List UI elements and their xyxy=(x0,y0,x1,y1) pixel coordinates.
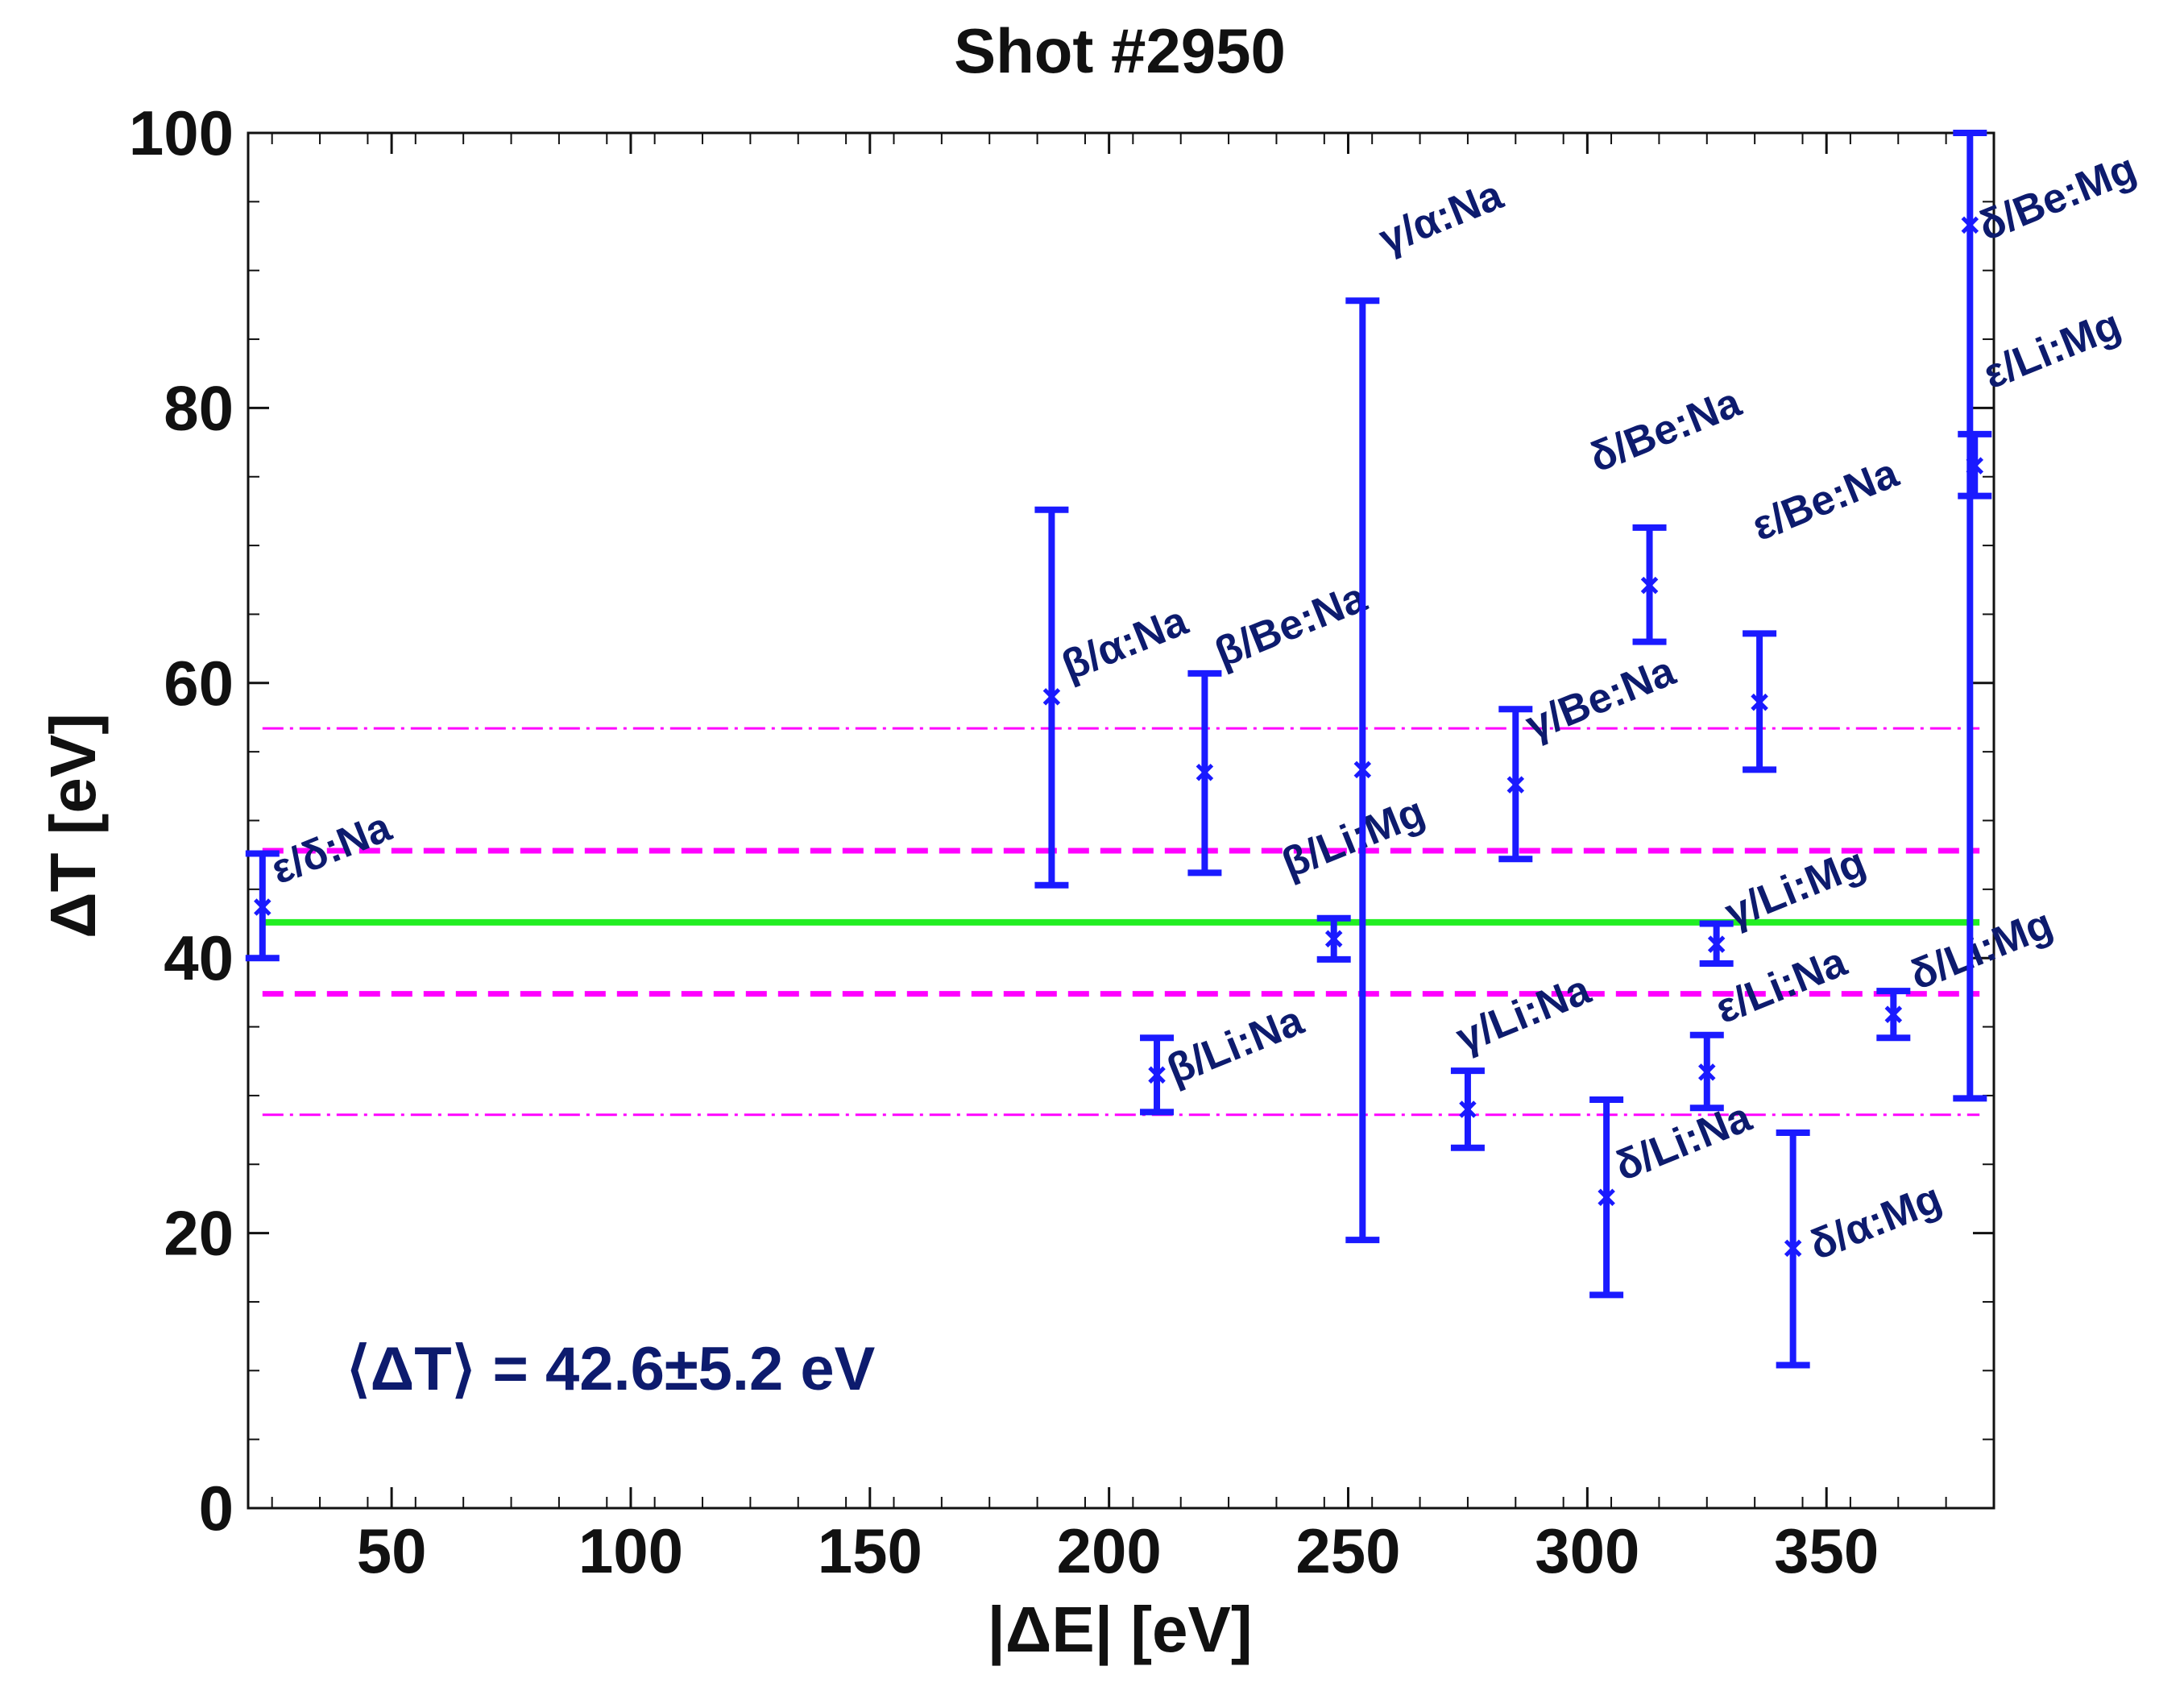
point-label: δ/Be:Na xyxy=(1583,379,1748,482)
data-point xyxy=(1353,761,1372,779)
data-point xyxy=(1961,216,1979,234)
data-point xyxy=(1196,763,1214,781)
data-point xyxy=(1966,457,1984,475)
data-point xyxy=(1707,935,1726,953)
data-point xyxy=(1506,776,1525,794)
data-point xyxy=(254,898,271,916)
y-axis-title: ΔT [eV] xyxy=(37,713,109,939)
y-tick-label: 20 xyxy=(164,1198,234,1269)
x-tick-label: 350 xyxy=(1774,1515,1879,1586)
y-tick-label: 60 xyxy=(164,648,234,719)
point-label: ε/δ:Na xyxy=(265,803,399,893)
point-label: δ/Be:Mg xyxy=(1972,145,2143,251)
data-point xyxy=(1784,1239,1802,1258)
mean-annotation: ⟨ΔT⟩ = 42.6±5.2 eV xyxy=(346,1335,876,1403)
point-label: δ/Li:Mg xyxy=(1904,900,2059,999)
y-tick-label: 100 xyxy=(129,97,234,168)
data-point xyxy=(1042,688,1061,706)
point-label: ε/Li:Mg xyxy=(1977,301,2128,398)
point-label: δ/α:Mg xyxy=(1803,1175,1948,1270)
x-tick-label: 150 xyxy=(818,1515,922,1586)
y-tick-label: 0 xyxy=(199,1473,234,1544)
point-label: β/Li:Na xyxy=(1161,997,1311,1093)
data-point xyxy=(1751,693,1768,711)
data-point xyxy=(1698,1063,1716,1081)
data-point xyxy=(1884,1005,1903,1023)
point-label: ε/Li:Na xyxy=(1709,938,1855,1033)
point-label: γ/α:Na xyxy=(1373,172,1510,263)
data-point xyxy=(1598,1188,1615,1206)
point-label: β/Li:Mg xyxy=(1275,788,1431,887)
y-tick-label: 40 xyxy=(164,922,234,993)
x-axis-title: |ΔE| [eV] xyxy=(988,1594,1253,1666)
x-tick-label: 300 xyxy=(1535,1515,1639,1586)
data-point xyxy=(1640,576,1659,595)
data-point xyxy=(1459,1100,1477,1118)
x-tick-label: 200 xyxy=(1057,1515,1162,1586)
point-label: γ/Be:Na xyxy=(1519,648,1682,750)
point-label: δ/Li:Na xyxy=(1609,1093,1759,1190)
plot-frame xyxy=(247,131,1995,1510)
x-tick-label: 100 xyxy=(578,1515,683,1586)
y-tick-label: 80 xyxy=(164,372,234,443)
x-tick-label: 50 xyxy=(357,1515,427,1586)
point-label: γ/Li:Na xyxy=(1450,966,1598,1062)
point-label: β/Be:Na xyxy=(1208,574,1374,677)
data-point xyxy=(1324,930,1343,948)
chart-title: Shot #2950 xyxy=(954,15,1286,86)
point-label: ε/Be:Na xyxy=(1746,450,1905,550)
data-point xyxy=(1148,1066,1166,1084)
point-label: β/α:Na xyxy=(1055,597,1195,690)
x-tick-label: 250 xyxy=(1295,1515,1400,1586)
